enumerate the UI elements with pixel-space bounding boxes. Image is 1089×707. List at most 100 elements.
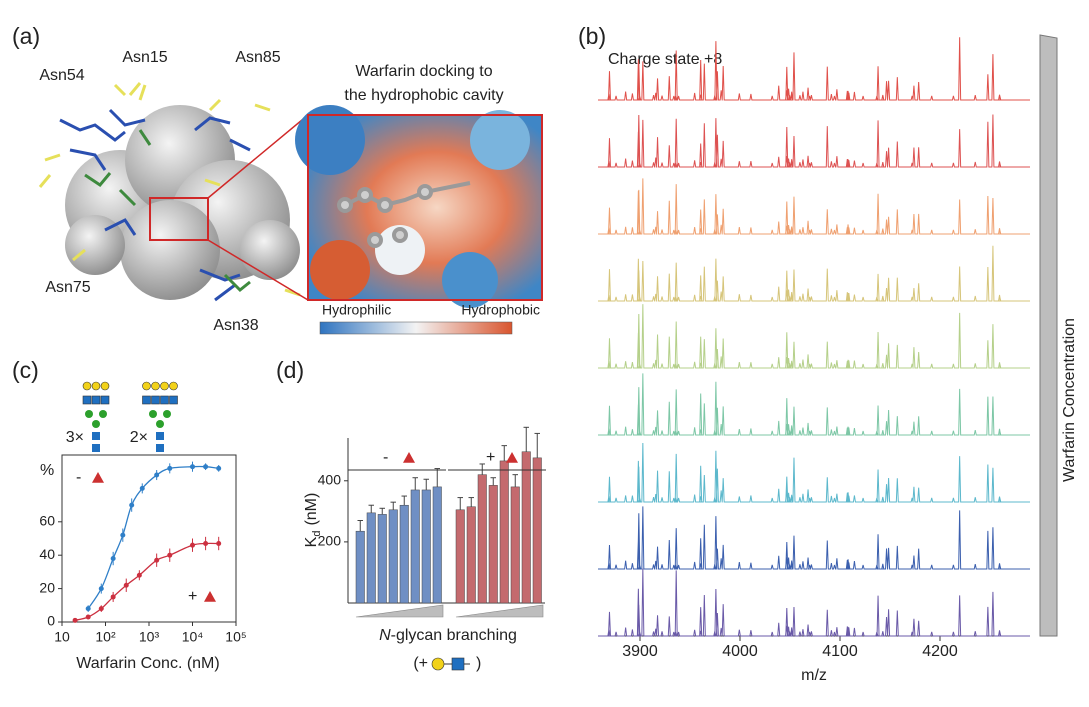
- spectrum-trace: [598, 304, 1030, 369]
- galactose-icon: [91, 381, 101, 391]
- data-point: [154, 557, 160, 563]
- x-axis-label: m/z: [801, 667, 827, 684]
- bar: [466, 506, 476, 604]
- data-point: [120, 532, 126, 538]
- bar: [377, 514, 387, 604]
- data-point: [203, 464, 209, 470]
- x-tick-label: 10⁴: [182, 629, 204, 645]
- mannose-icon: [149, 410, 157, 418]
- glcnac-icon: [451, 657, 465, 671]
- data-point: [190, 542, 195, 548]
- galactose-icon: [100, 381, 110, 391]
- data-point: [85, 614, 91, 620]
- mannose-icon: [92, 420, 100, 428]
- legend-label: +: [188, 588, 197, 605]
- data-point: [129, 502, 135, 508]
- group-label: -: [383, 449, 388, 466]
- spectrum-trace: [598, 443, 1030, 503]
- x-note: (+: [413, 655, 428, 672]
- data-point: [154, 472, 160, 478]
- x-tick-label: 10⁵: [225, 629, 246, 645]
- galactose-icon: [431, 657, 445, 671]
- curve: [87, 465, 219, 609]
- data-point: [98, 586, 104, 592]
- data-point: [190, 464, 195, 470]
- data-point: [123, 582, 129, 588]
- data-point: [216, 465, 222, 471]
- spectrum-trace: [598, 568, 1030, 637]
- x-tick-label: 3900: [622, 643, 658, 660]
- bar: [388, 509, 398, 604]
- bar: [477, 474, 487, 604]
- x-tick-label: 4000: [722, 643, 758, 660]
- bar: [521, 451, 531, 604]
- data-point: [139, 485, 145, 491]
- panel-label: (a): [12, 23, 40, 49]
- glcnac-icon: [151, 395, 160, 405]
- x-tick-label: 10³: [139, 629, 160, 645]
- data-point: [216, 541, 222, 547]
- glcnac-icon: [92, 444, 100, 452]
- branching-wedge: [355, 604, 444, 618]
- legend-label: -: [76, 469, 81, 486]
- fucose-icon: [506, 452, 518, 463]
- glcnac-icon: [169, 395, 178, 405]
- glcnac-icon: [156, 444, 164, 452]
- concentration-wedge: [1039, 34, 1058, 637]
- bar: [432, 486, 442, 604]
- glcnac-icon: [82, 395, 92, 405]
- residue-label: Asn15: [122, 49, 167, 66]
- panel-label: (c): [12, 357, 39, 383]
- y-axis-label: %: [40, 462, 54, 479]
- curve: [74, 542, 219, 621]
- fucose-icon: [92, 472, 104, 483]
- bar: [399, 504, 409, 604]
- side-label: Warfarin Concentration: [1061, 318, 1078, 482]
- glycan-multiplier: 3×: [66, 429, 84, 446]
- spectrum-trace: [598, 245, 1030, 302]
- glcnac-icon: [92, 432, 100, 440]
- glcnac-icon: [160, 395, 169, 405]
- group-label: +: [486, 449, 495, 466]
- bar: [410, 489, 420, 604]
- inset-title: the hydrophobic cavity: [344, 87, 503, 104]
- glcnac-icon: [156, 432, 164, 440]
- data-point: [98, 606, 104, 612]
- bar: [421, 489, 431, 604]
- spectrum-trace: [598, 506, 1030, 570]
- colorbar-label: Hydrophilic: [322, 302, 391, 318]
- glcnac-icon: [100, 395, 110, 405]
- data-point: [85, 606, 91, 612]
- y-tick-label: 40: [39, 546, 55, 562]
- spectrum-trace: [598, 178, 1030, 235]
- annotation: Charge state +8: [608, 51, 722, 68]
- galactose-icon: [160, 381, 169, 391]
- glycan-multiplier: 2×: [130, 429, 148, 446]
- mannose-icon: [99, 410, 107, 418]
- y-tick-label: 60: [39, 513, 55, 529]
- spectrum-trace: [598, 373, 1030, 436]
- x-tick-label: 4100: [822, 643, 858, 660]
- x-axis-label: Warfarin Conc. (nM): [76, 655, 219, 672]
- y-tick-label: 400: [318, 471, 342, 487]
- y-axis-label-part: (nM): [303, 493, 320, 526]
- panel-label: (b): [578, 23, 606, 49]
- residue-label: Asn85: [235, 49, 280, 66]
- y-axis-label: Kd (nM): [303, 493, 323, 548]
- x-tick-label: 10: [54, 629, 70, 645]
- x-tick-label: 10²: [95, 629, 116, 645]
- inset-title: Warfarin docking to: [355, 63, 492, 80]
- glcnac-icon: [91, 395, 101, 405]
- bar: [455, 509, 465, 604]
- data-point: [72, 617, 78, 623]
- bar: [366, 512, 376, 604]
- docking-inset: [295, 105, 543, 308]
- bar: [510, 486, 520, 604]
- x-axis-label-part: -glycan branching: [391, 627, 517, 644]
- data-point: [167, 552, 173, 558]
- galactose-icon: [169, 381, 178, 391]
- fucose-icon: [403, 452, 415, 463]
- data-point: [110, 556, 116, 562]
- y-tick-label: 0: [47, 613, 55, 629]
- residue-label: Asn75: [45, 279, 90, 296]
